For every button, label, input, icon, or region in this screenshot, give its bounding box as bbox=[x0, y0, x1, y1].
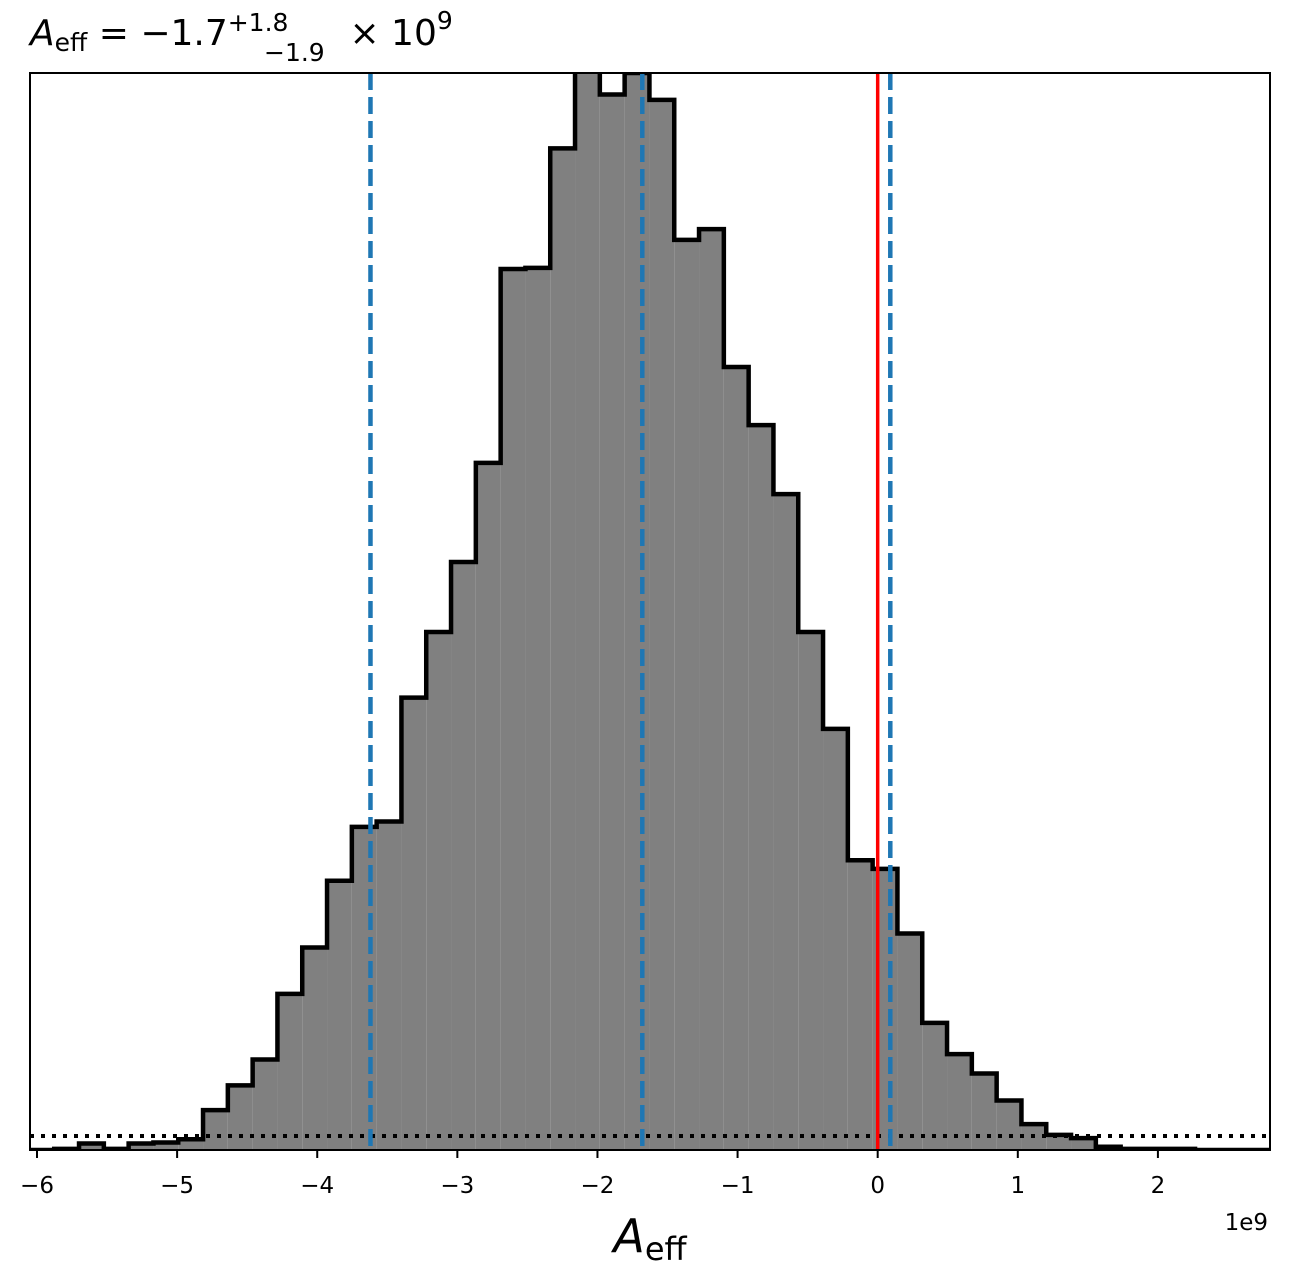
histogram-bar bbox=[699, 229, 724, 1150]
histogram-bar bbox=[475, 462, 501, 1150]
histogram-bar bbox=[996, 1100, 1022, 1150]
histogram-outline bbox=[30, 73, 1270, 1150]
title-value: −1.7 bbox=[140, 13, 227, 54]
histogram-bar bbox=[525, 267, 551, 1150]
histogram-bar bbox=[302, 947, 328, 1150]
histogram-bar bbox=[971, 1073, 997, 1150]
histogram-bar bbox=[451, 561, 476, 1150]
histogram-bar bbox=[922, 1022, 948, 1150]
histogram-bar bbox=[1071, 1138, 1096, 1150]
x-tick-label: −3 bbox=[440, 1173, 474, 1199]
chart-title: Aeff = −1.7+1.8 −1.9 × 109 bbox=[28, 6, 453, 67]
xlabel-var: A bbox=[610, 1209, 644, 1263]
title-var-sub: eff bbox=[55, 28, 88, 57]
histogram-bar bbox=[798, 631, 824, 1150]
histogram-bar bbox=[376, 821, 402, 1150]
histogram-bar bbox=[847, 860, 873, 1150]
histogram-bar bbox=[153, 1142, 179, 1150]
histogram-bar bbox=[575, 73, 600, 1150]
x-tick-label: −4 bbox=[300, 1173, 334, 1199]
histogram-bar bbox=[79, 1143, 104, 1150]
plot-area: −6 −5 −4 −3 −2 −1 0 1 2 bbox=[20, 72, 1271, 1199]
x-tick-label: −5 bbox=[160, 1173, 194, 1199]
histogram-bar bbox=[500, 269, 526, 1150]
histogram-bar bbox=[1046, 1134, 1072, 1150]
histogram-bar bbox=[128, 1143, 154, 1150]
title-sup: +1.8 bbox=[228, 8, 289, 37]
histogram-bar bbox=[748, 425, 774, 1150]
xlabel-sub: eff bbox=[645, 1230, 688, 1268]
histogram-bar bbox=[674, 239, 700, 1150]
x-tick-label: −2 bbox=[581, 1173, 615, 1199]
histogram-bar bbox=[897, 933, 923, 1150]
x-tick-label: −1 bbox=[721, 1173, 755, 1199]
histogram-bar bbox=[277, 993, 303, 1150]
histogram-bar bbox=[327, 880, 352, 1150]
histogram-bar bbox=[550, 148, 576, 1150]
title-subscript: −1.9 bbox=[264, 38, 325, 67]
histogram-bar bbox=[723, 367, 749, 1150]
title-eq: = bbox=[87, 13, 140, 54]
x-axis-label: Aeff bbox=[610, 1209, 687, 1268]
x-offset-label: 1e9 bbox=[1225, 1210, 1268, 1236]
x-tick-label: 1 bbox=[1010, 1173, 1025, 1199]
histogram-bar bbox=[401, 697, 427, 1150]
title-var: A bbox=[28, 13, 55, 54]
histogram-bar bbox=[823, 728, 848, 1150]
histogram-bar bbox=[426, 631, 452, 1150]
plot-frame bbox=[29, 72, 1271, 1151]
histogram-bar bbox=[773, 494, 799, 1150]
x-tick-label: 0 bbox=[870, 1173, 885, 1199]
title-exp: 9 bbox=[437, 6, 453, 35]
x-tick-label: 2 bbox=[1151, 1173, 1166, 1199]
histogram-bar bbox=[351, 826, 377, 1150]
histogram-bar bbox=[599, 94, 625, 1150]
histogram-bar bbox=[624, 73, 650, 1150]
histogram-bar bbox=[227, 1085, 253, 1150]
histogram-bar bbox=[178, 1139, 204, 1150]
plot-inner bbox=[30, 73, 1270, 1150]
histogram-bar bbox=[203, 1110, 228, 1150]
title-times: × 10 bbox=[338, 13, 437, 54]
histogram-bar bbox=[649, 99, 675, 1150]
x-tick-label: −6 bbox=[20, 1173, 54, 1199]
